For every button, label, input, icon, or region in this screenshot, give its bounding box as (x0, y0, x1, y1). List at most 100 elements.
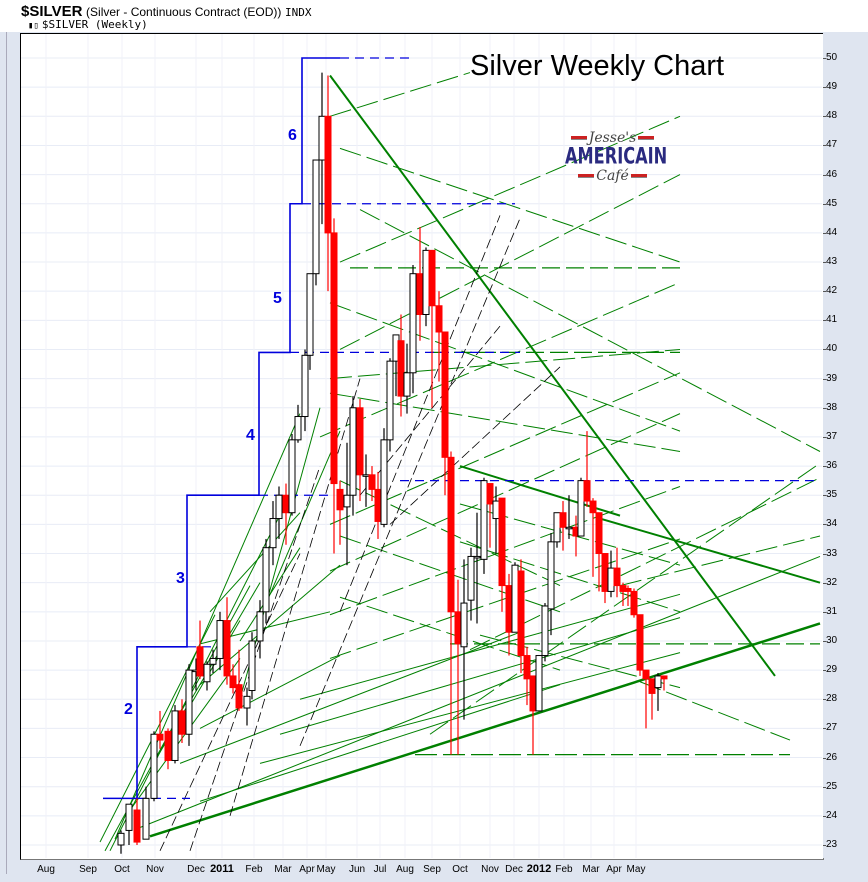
candlestick-icon: ▮▯ (28, 21, 39, 31)
series-legend: ▮▯ $SILVER (Weekly) (28, 18, 148, 31)
trend-line (329, 372, 681, 525)
price-tick: 28 (822, 693, 838, 705)
price-tick: 25 (822, 780, 838, 792)
logo-line-2: AMERICAIN (565, 143, 668, 170)
price-tick: 24 (822, 809, 838, 821)
date-axis[interactable]: Aug Sep Oct Nov Dec 2011 Feb Mar Apr May Jun Jul Aug… (20, 859, 822, 879)
date-tick: 2011 (210, 863, 234, 875)
trend-line (619, 535, 821, 587)
candle-down (156, 733, 164, 741)
candle-up (262, 547, 270, 613)
candle-down (447, 456, 455, 613)
trend-line (339, 115, 681, 263)
price-tick: 23 (822, 839, 838, 850)
trend-line (329, 302, 681, 432)
price-tick: 43 (822, 256, 838, 268)
chart-title: Silver Weekly Chart (470, 50, 725, 82)
candle-down (196, 646, 204, 677)
symbol-name: $SILVER (21, 3, 83, 20)
candle-up (275, 494, 283, 520)
candle-up (422, 249, 430, 316)
date-tick: Jun (348, 864, 366, 875)
wave-label: 5 (273, 289, 282, 307)
date-tick: May (316, 864, 336, 875)
candle-down (613, 567, 621, 587)
trend-line (199, 684, 561, 802)
trend-line (329, 348, 681, 380)
candle-up (349, 407, 357, 496)
candle-up (185, 669, 193, 735)
price-tick: 42 (822, 285, 838, 297)
fan-line (299, 218, 521, 747)
candle-down (642, 669, 650, 680)
plot-layer (21, 34, 822, 858)
candle-up (362, 474, 370, 477)
trend-line (429, 462, 821, 735)
candle-up (248, 640, 256, 692)
date-tick: May (626, 864, 646, 875)
price-tick: 48 (822, 110, 838, 122)
exchange-label: INDX (285, 6, 312, 19)
wave-label: 6 (288, 126, 297, 144)
candle-down (595, 512, 603, 555)
candle-up (473, 555, 481, 559)
candle-down (374, 488, 382, 522)
date-tick: Oct (114, 864, 130, 875)
fan-line (389, 366, 561, 525)
fan-line (339, 215, 501, 612)
candle-down (441, 331, 449, 458)
price-tick: 34 (822, 518, 838, 530)
candle-down (356, 407, 364, 476)
candle-down (435, 305, 443, 333)
date-tick: Dec (187, 864, 205, 875)
date-tick: 2012 (526, 863, 552, 875)
candle-up (380, 439, 388, 525)
fan-line (159, 553, 301, 852)
candle-up (607, 567, 615, 592)
candle-up (553, 512, 561, 543)
date-tick: Mar (274, 864, 292, 875)
candle-up (288, 439, 296, 514)
wave-label: 2 (124, 700, 133, 718)
candle-down (330, 232, 338, 485)
candle-down (164, 730, 172, 761)
candle-up (654, 675, 662, 689)
candle-up (547, 541, 555, 610)
price-tick: 26 (822, 751, 838, 763)
wave-label: 4 (246, 426, 255, 444)
price-tick: 41 (822, 314, 838, 326)
date-tick: Nov (146, 864, 164, 875)
candle-down (454, 611, 462, 645)
price-tick: 31 (822, 605, 838, 617)
trend-line (329, 74, 776, 677)
date-tick: Feb (555, 864, 573, 875)
candle-up (467, 555, 475, 601)
price-tick: 30 (822, 634, 838, 646)
logo-line-1: Jesse's (588, 130, 637, 146)
candle-up (541, 605, 549, 657)
candle-down (498, 497, 506, 587)
price-tick: 27 (822, 722, 838, 734)
americain-cafe-logo: Jesse's AMERICAIN Café (565, 130, 668, 202)
candle-down (416, 273, 424, 316)
candle-down (523, 655, 531, 680)
price-tick: 37 (822, 430, 838, 442)
trend-line (139, 555, 821, 828)
candle-up (125, 803, 133, 831)
candle-up (511, 564, 519, 633)
price-axis[interactable]: 23 24 25 26 27 28 29 30 31 32 33 34 35 36 37 38 39 40 41 42… (822, 33, 863, 858)
candle-up (460, 602, 468, 648)
price-tick: 49 (822, 81, 838, 93)
price-tick: 32 (822, 576, 838, 588)
candle-up (142, 797, 150, 840)
trend-line (149, 622, 821, 838)
candle-down (428, 249, 436, 307)
trend-line (199, 564, 341, 686)
candle-down (368, 474, 376, 490)
date-tick: Sep (423, 864, 441, 875)
candle-up (312, 159, 320, 275)
trend-line (329, 413, 681, 572)
candle-down (648, 678, 656, 694)
plot-area[interactable] (20, 33, 824, 860)
trend-line (259, 652, 681, 764)
